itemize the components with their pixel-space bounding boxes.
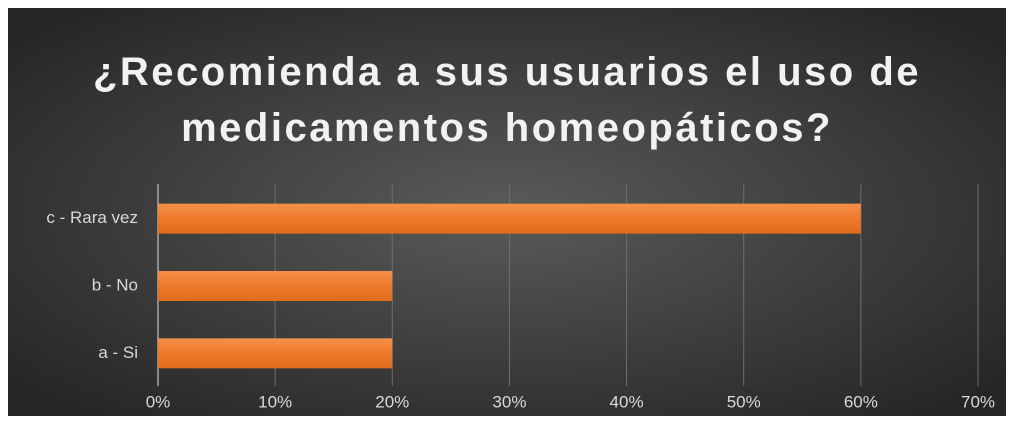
x-tick-label: 60% bbox=[844, 392, 878, 411]
y-tick-label: b - No bbox=[92, 275, 138, 294]
bar bbox=[158, 271, 393, 301]
x-tick-label: 20% bbox=[375, 392, 409, 411]
x-tick-label: 40% bbox=[610, 392, 644, 411]
bar bbox=[158, 203, 861, 234]
x-tick-label: 0% bbox=[146, 392, 171, 411]
x-tick-label: 50% bbox=[727, 392, 761, 411]
x-tick-label: 70% bbox=[961, 392, 995, 411]
chart-title: ¿Recomienda a sus usuarios el uso de med… bbox=[92, 50, 921, 150]
x-tick-label: 10% bbox=[258, 392, 292, 411]
x-tick-label: 30% bbox=[492, 392, 526, 411]
bar bbox=[158, 338, 393, 369]
y-tick-label: c - Rara vez bbox=[46, 208, 138, 227]
y-tick-label: a - Si bbox=[98, 343, 138, 362]
